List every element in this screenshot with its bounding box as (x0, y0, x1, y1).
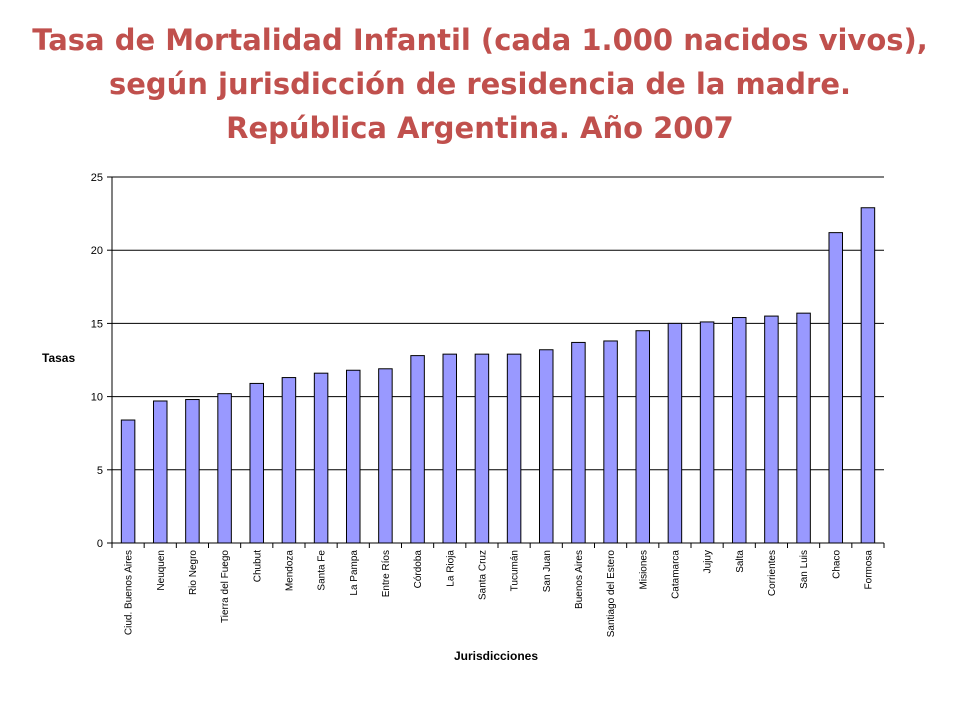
bar (635, 330, 651, 544)
bar (506, 353, 522, 544)
x-category-label: Rio Negro (188, 550, 199, 595)
bar (828, 232, 844, 544)
x-category-labels: Ciud. Buenos Aires Neuquen Rio Negro Tierra… (124, 550, 875, 638)
x-category-label: Mendoza (284, 550, 295, 592)
title-line-3: República Argentina. Año 2007 (226, 111, 734, 145)
bar (281, 377, 297, 544)
bar (667, 322, 683, 544)
title-line-2: según jurisdicción de residencia de la m… (108, 67, 852, 101)
bar (764, 315, 779, 544)
x-category-label: Santiago del Estero (606, 550, 617, 638)
x-category-label: Jujuy (703, 550, 714, 573)
bar (217, 393, 232, 544)
bar (538, 349, 554, 544)
bar (442, 353, 458, 544)
y-tick-labels: 0 5 10 15 20 25 (91, 172, 103, 550)
bar (313, 372, 329, 544)
x-category-label: La Rioja (445, 550, 456, 587)
bar (571, 341, 586, 544)
x-category-label: Catamarca (670, 550, 681, 599)
x-category-label: San Luis (799, 550, 810, 589)
y-tick-label: 15 (91, 318, 103, 330)
x-category-label: Santa Cruz (477, 550, 488, 600)
bar (152, 400, 168, 544)
x-category-label: Misiones (638, 550, 649, 589)
x-category-label: La Pampa (349, 550, 360, 596)
bar (474, 353, 490, 544)
x-category-label: Corrientes (767, 550, 778, 596)
bars (120, 207, 876, 544)
axes (107, 176, 885, 548)
bar (410, 355, 425, 544)
x-category-label: Neuquen (156, 550, 167, 591)
x-category-label: Tierra del Fuego (220, 550, 231, 623)
x-category-label: Salta (735, 550, 746, 573)
x-category-label: Chubut (252, 550, 263, 582)
x-category-label: Córdoba (413, 550, 424, 589)
y-tick-label: 5 (97, 465, 103, 477)
bar (249, 382, 265, 544)
bar (860, 207, 876, 544)
x-category-label: Tucumán (510, 550, 521, 591)
y-tick-label: 25 (91, 172, 103, 184)
bar (378, 368, 393, 544)
bar (185, 399, 200, 544)
chart-title: Tasa de Mortalidad Infantil (cada 1.000 … (0, 18, 960, 150)
y-tick-label: 20 (91, 245, 103, 257)
title-line-1: Tasa de Mortalidad Infantil (cada 1.000 … (32, 23, 928, 57)
x-category-label: Entre Ríos (381, 550, 392, 597)
bar (699, 321, 715, 544)
x-category-label: Buenos Aires (574, 550, 585, 609)
bar (603, 340, 618, 544)
y-tick-label: 10 (91, 392, 103, 404)
y-tick-label: 0 (97, 538, 103, 550)
bar (345, 369, 361, 544)
x-category-label: Ciud. Buenos Aires (124, 550, 135, 635)
bar (731, 317, 747, 544)
x-category-label: Chaco (831, 550, 842, 579)
y-axis-label: Tasas (42, 351, 75, 365)
x-category-label: Formosa (863, 550, 874, 590)
x-category-label: Santa Fe (317, 550, 328, 591)
gridlines (112, 176, 884, 471)
bar (796, 312, 811, 544)
bar (120, 419, 136, 544)
x-axis-label: Jurisdicciones (454, 649, 538, 663)
x-category-label: San Juan (542, 550, 553, 592)
